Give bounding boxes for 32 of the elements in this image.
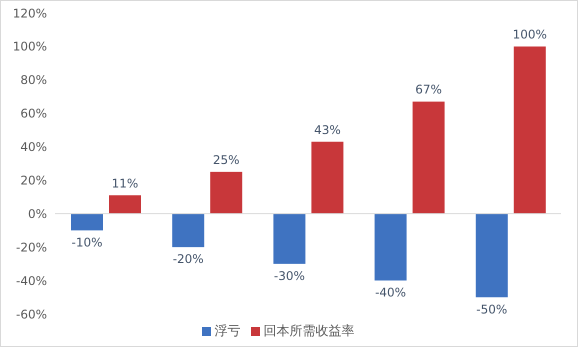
bar [476,214,508,298]
y-tick-label: 0% [28,206,47,221]
data-label: 11% [112,176,138,190]
y-tick-label: 60% [20,106,47,121]
bar [374,214,407,281]
data-label: -10% [71,235,103,250]
y-tick-label: 40% [20,140,47,154]
legend-label: 浮亏 [214,324,240,339]
bar [210,172,242,214]
bar [172,214,204,248]
data-label: -30% [274,268,305,283]
y-tick-label: -60% [16,307,47,322]
y-tick-label: 20% [20,173,47,188]
data-label: 25% [212,152,240,167]
data-label: 67% [415,82,442,97]
bar [109,195,141,214]
y-tick-label: -20% [16,240,47,254]
data-label: 100% [512,27,547,42]
data-label: -50% [476,302,508,316]
bar [412,102,445,214]
y-tick-label: -40% [16,274,47,288]
y-tick-label: 120% [12,6,47,20]
bar [273,214,306,264]
y-tick-label: 80% [20,73,47,88]
legend-label: 回本所需收益率 [264,324,354,339]
bar [311,142,344,214]
bar [71,214,103,230]
bar [514,46,546,214]
data-label: -40% [375,286,406,300]
data-label: 43% [314,122,341,137]
y-tick-label: 100% [12,40,47,54]
data-label: -20% [172,252,204,266]
